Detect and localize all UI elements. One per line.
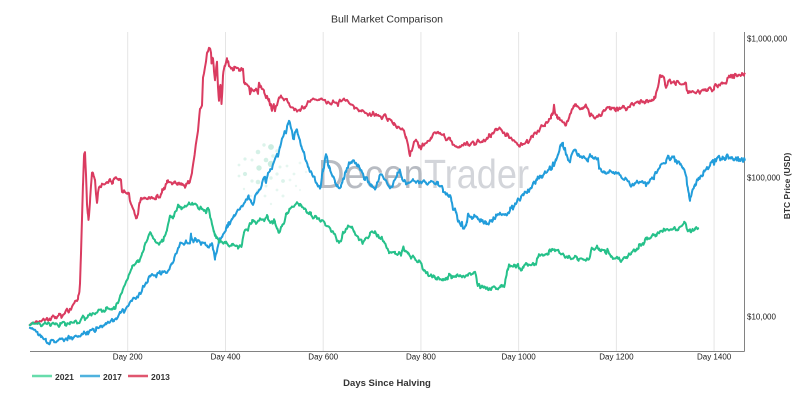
svg-text:Day 800: Day 800 [406, 353, 436, 362]
svg-text:Trader: Trader [424, 151, 529, 197]
svg-text:Day 1400: Day 1400 [697, 353, 732, 362]
svg-text:$100,000: $100,000 [747, 174, 781, 183]
svg-text:Day 200: Day 200 [113, 353, 143, 362]
svg-text:Days Since Halving: Days Since Halving [343, 378, 431, 389]
svg-text:$1,000,000: $1,000,000 [747, 35, 788, 44]
svg-text:Day 1200: Day 1200 [599, 353, 634, 362]
svg-text:Day 1000: Day 1000 [501, 353, 536, 362]
svg-text:BTC Price (USD): BTC Price (USD) [782, 153, 792, 220]
svg-text:2021: 2021 [55, 372, 74, 382]
svg-text:2013: 2013 [151, 372, 170, 382]
svg-text:Day 600: Day 600 [308, 353, 338, 362]
svg-text:Day 400: Day 400 [211, 353, 241, 362]
svg-text:$10,000: $10,000 [747, 313, 776, 322]
svg-text:2017: 2017 [103, 372, 122, 382]
svg-text:Bull Market Comparison: Bull Market Comparison [331, 14, 443, 26]
svg-text:Decen: Decen [318, 151, 424, 197]
